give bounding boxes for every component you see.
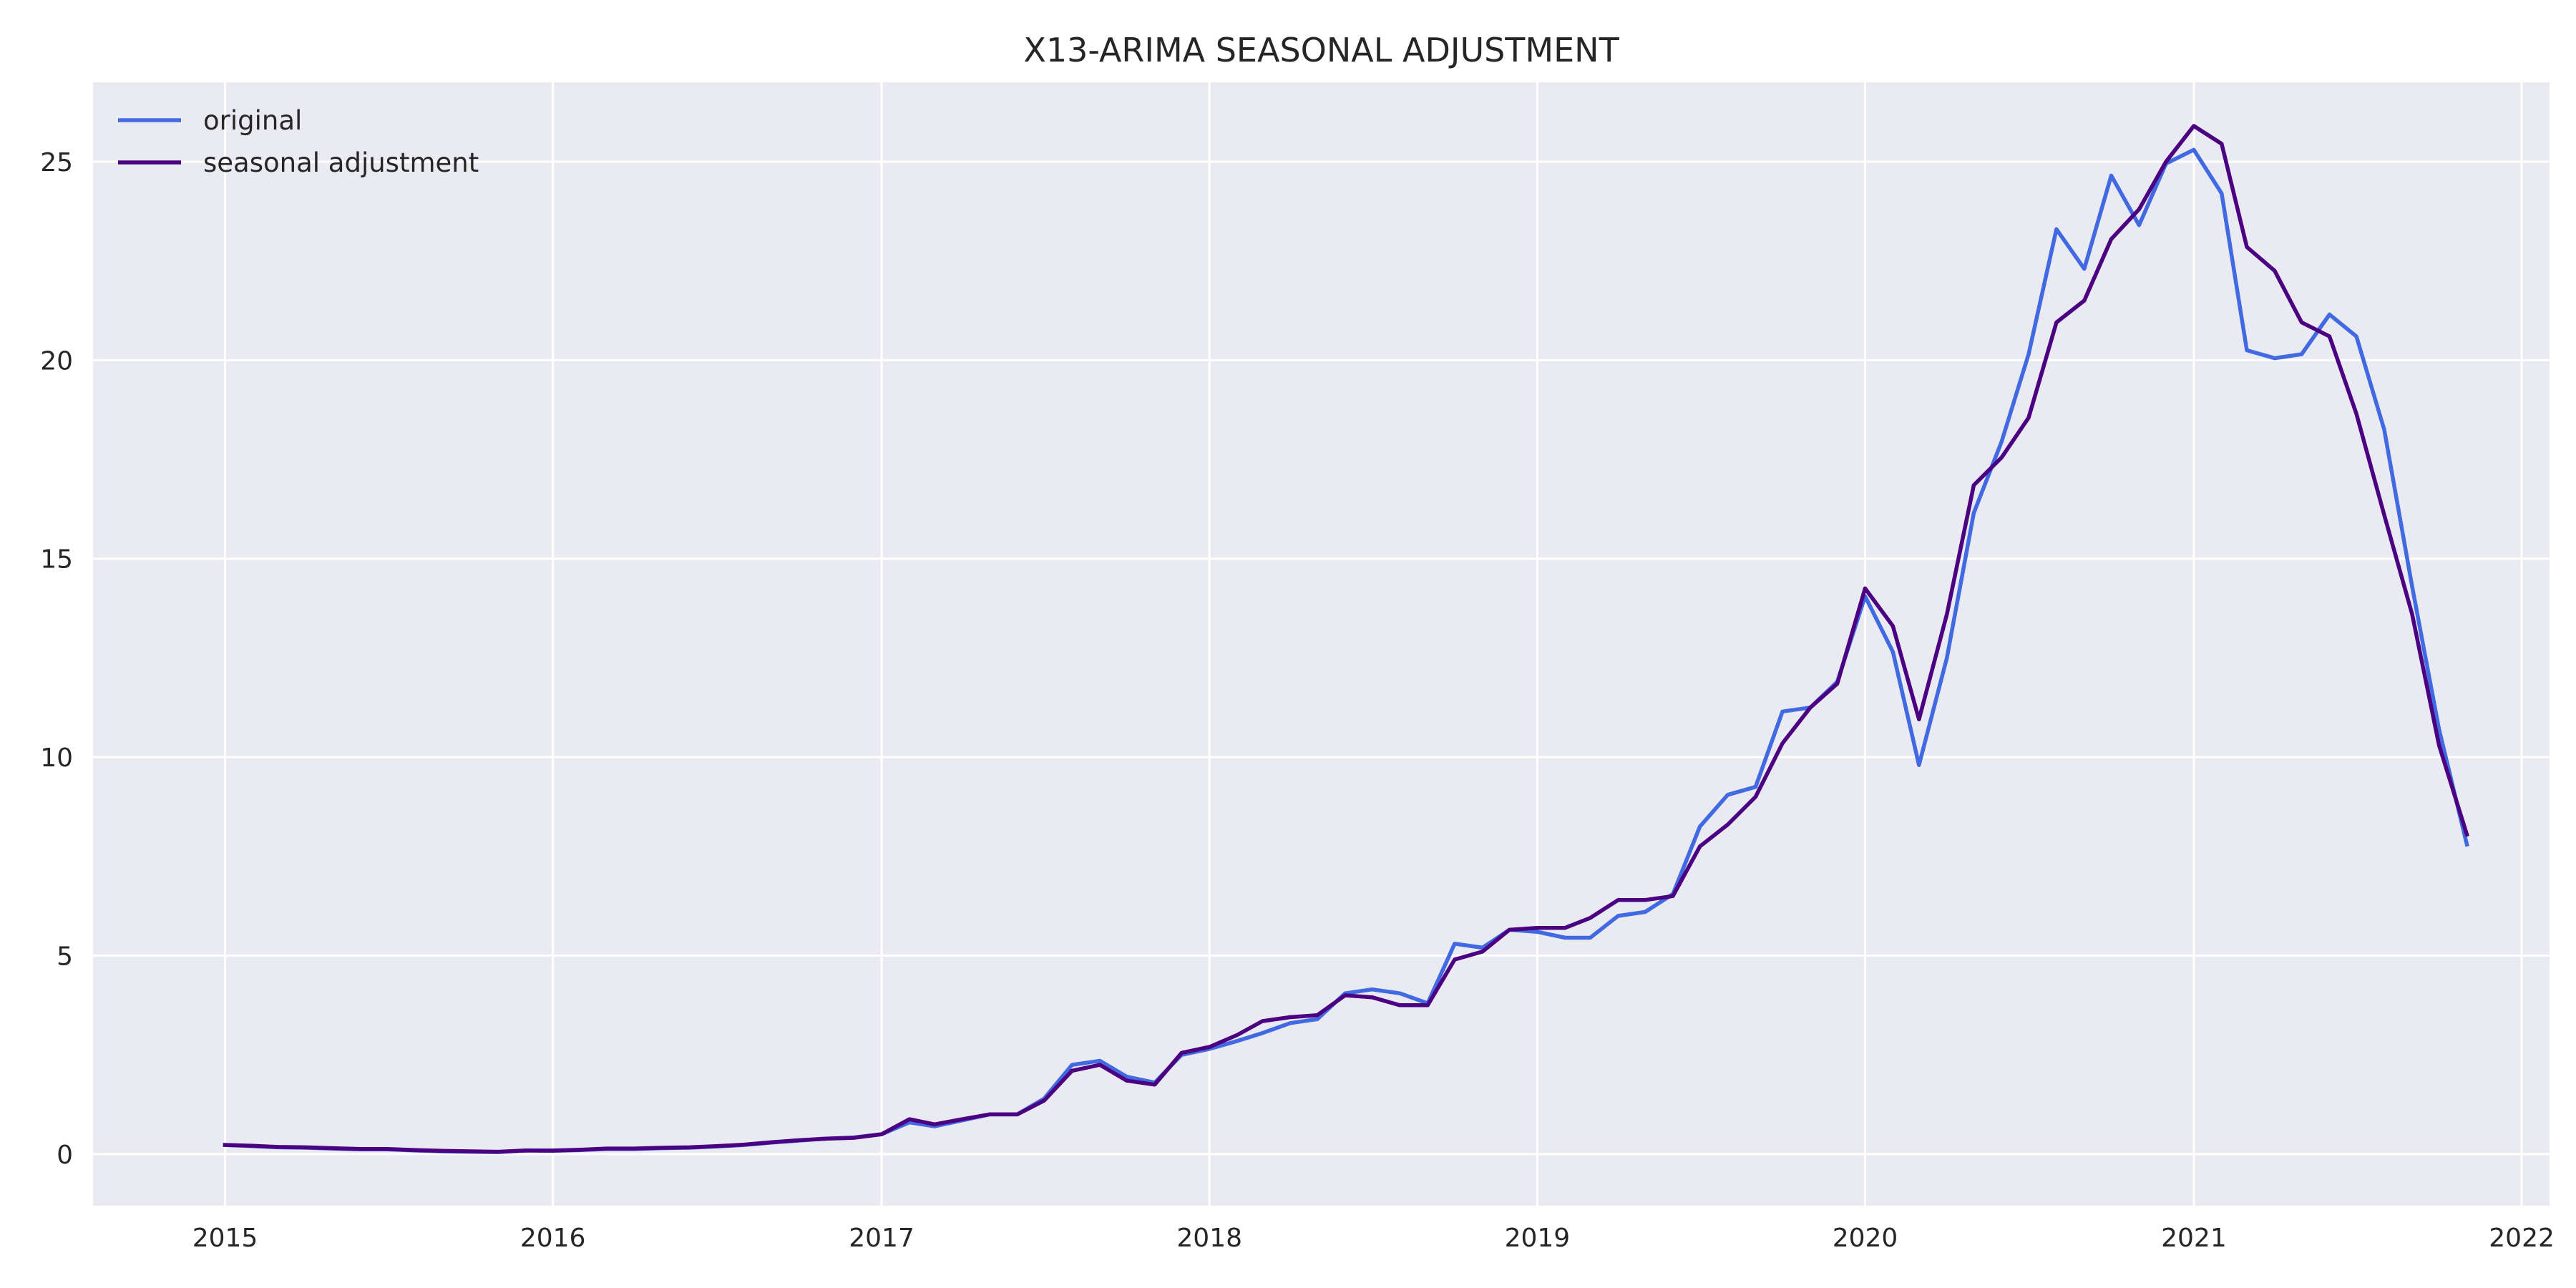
x-tick-label-2022: 2022	[2489, 1224, 2555, 1253]
x-tick-label-2018: 2018	[1176, 1224, 1242, 1253]
chart-title: X13-ARIMA SEASONAL ADJUSTMENT	[1023, 31, 1619, 69]
x-tick-label-2015: 2015	[192, 1224, 258, 1253]
y-tick-label-5: 5	[57, 942, 73, 971]
x-tick-label-2019: 2019	[1505, 1224, 1571, 1253]
x-tick-label-2021: 2021	[2161, 1224, 2227, 1253]
grid	[93, 82, 2550, 1206]
plot-area	[93, 82, 2550, 1206]
y-tick-label-20: 20	[40, 346, 73, 376]
legend-label-seasonal-adjustment: seasonal adjustment	[203, 147, 479, 178]
legend: original seasonal adjustment	[118, 105, 479, 178]
series-line-seasonal-adjustment	[223, 124, 2469, 1154]
y-tick-label-10: 10	[40, 743, 73, 773]
legend-label-original: original	[203, 105, 302, 136]
y-tick-label-25: 25	[40, 148, 73, 177]
y-tick-label-15: 15	[40, 545, 73, 575]
y-tick-label-0: 0	[57, 1141, 73, 1170]
series-lines	[223, 124, 2469, 1154]
x-tick-label-2016: 2016	[520, 1224, 586, 1253]
x-tick-label-2017: 2017	[849, 1224, 914, 1253]
tick-labels: 2015 2016 2017 2018 2019 2020 2021 2022 0 5 10 15 20…	[40, 148, 2555, 1253]
x-tick-label-2020: 2020	[1833, 1224, 1898, 1253]
